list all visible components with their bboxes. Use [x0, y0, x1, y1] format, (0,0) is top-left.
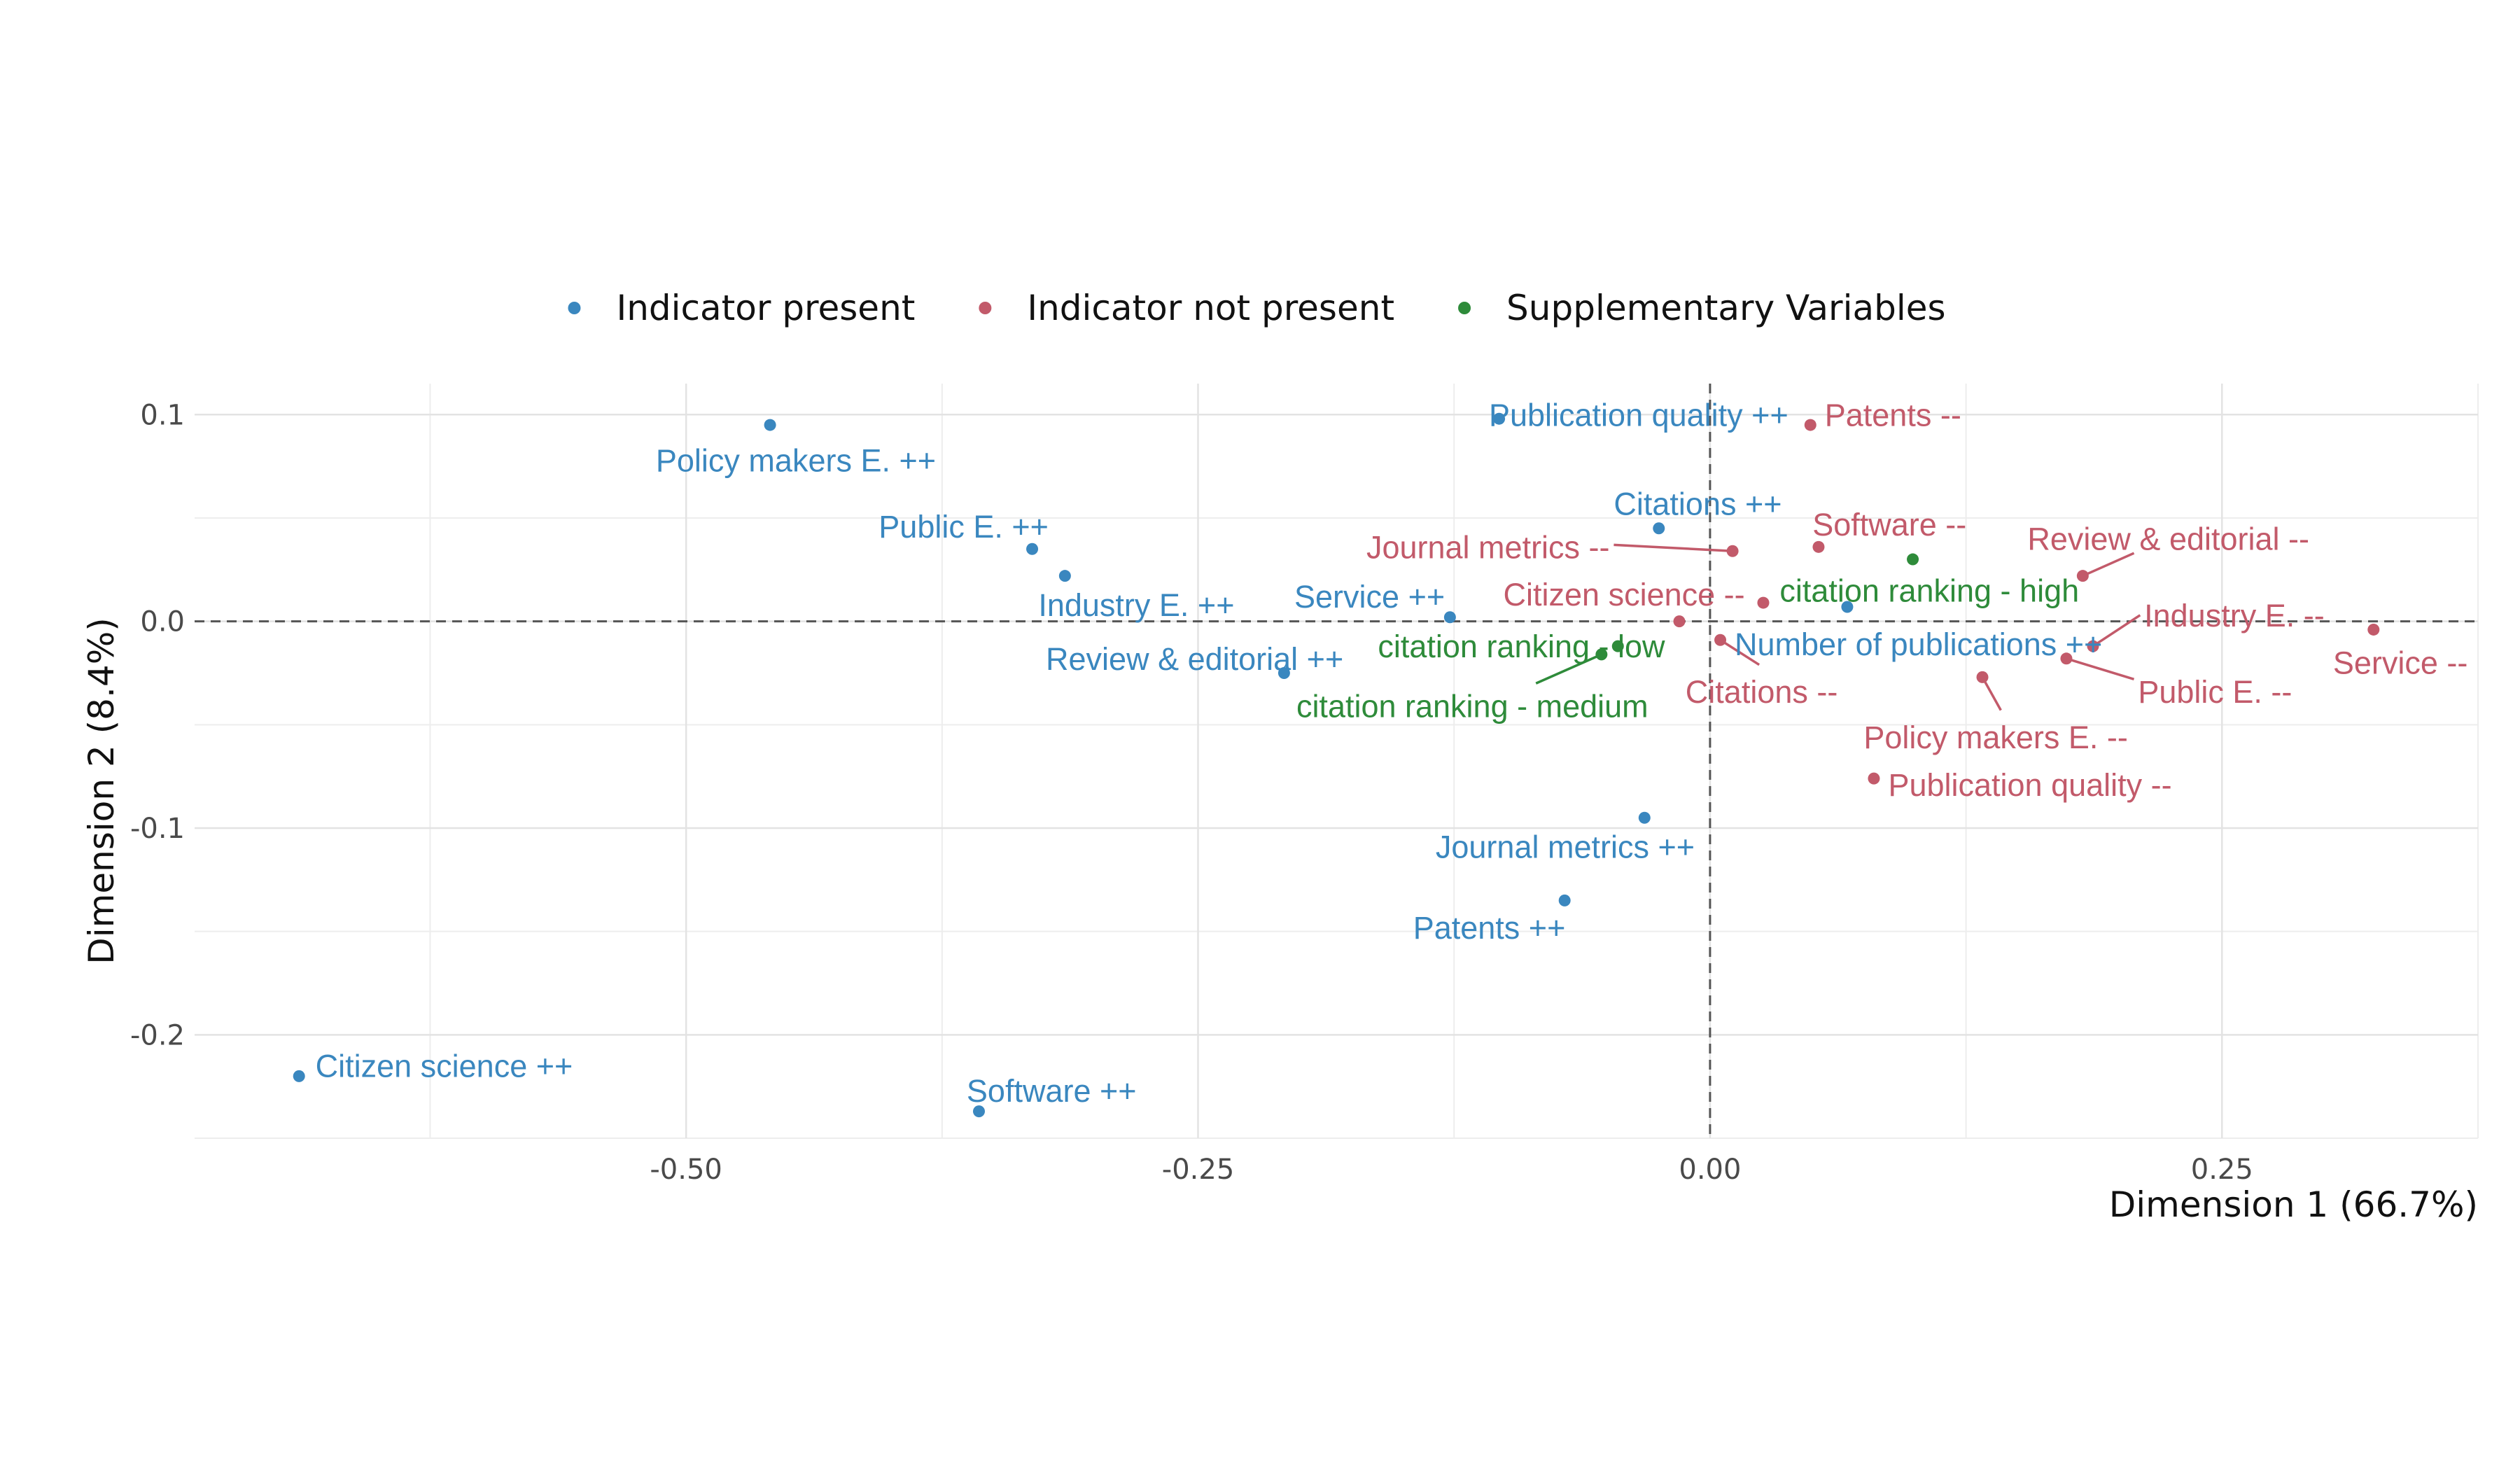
legend-label: Indicator not present — [1027, 288, 1394, 328]
label-citizen-science-minus: Citizen science -- — [1504, 577, 1745, 612]
point-journal-metrics-plus — [1638, 811, 1651, 824]
point-citation-ranking-low — [1611, 640, 1624, 652]
leader-public-e-minus — [2066, 657, 2135, 681]
grid — [195, 384, 2479, 1139]
point-publication-quality-minus — [1868, 772, 1880, 785]
point-service-minus — [2367, 623, 2380, 636]
y-axis-title: Dimension 2 (8.4%) — [81, 617, 122, 964]
leader-journal-metrics-minus — [1614, 543, 1733, 552]
point-public-e-plus — [1026, 542, 1039, 555]
label-citations-plus: Citations ++ — [1614, 486, 1782, 522]
label-industry-e-plus: Industry E. ++ — [1038, 587, 1234, 623]
label-patents-plus: Patents ++ — [1413, 910, 1566, 946]
label-review-and-editorial-plus: Review & editorial ++ — [1046, 641, 1343, 677]
point-number-of-publications-plus — [1841, 601, 1854, 613]
point-software-minus — [1812, 540, 1825, 553]
label-citations-minus: Citations -- — [1686, 674, 1838, 710]
label-patents-minus: Patents -- — [1825, 397, 1961, 433]
label-citation-ranking-high: citation ranking - high — [1779, 573, 2079, 608]
x-tick-label: 0.25 — [2191, 1154, 2253, 1186]
point-citizen-science-minus — [1757, 596, 1770, 609]
y-tick-label: 0.1 — [140, 399, 185, 431]
leader-citation-ranking-medium — [1535, 653, 1602, 685]
label-citation-ranking-medium: citation ranking - medium — [1296, 689, 1648, 724]
label-journal-metrics-minus: Journal metrics -- — [1366, 529, 1610, 565]
label-citizen-science-plus: Citizen science ++ — [316, 1049, 573, 1084]
y-tick-label: -0.2 — [130, 1019, 185, 1051]
data-points — [293, 412, 2380, 1118]
point-software-plus — [972, 1105, 985, 1118]
point-citations-plus — [1653, 522, 1665, 535]
point-review-and-editorial-plus — [1278, 666, 1290, 679]
leader-review-and-editorial-minus — [2082, 552, 2135, 578]
y-tick-label: -0.1 — [130, 813, 185, 845]
label-industry-e-minus: Industry E. -- — [2144, 598, 2325, 634]
y-tick-label: 0.0 — [140, 606, 185, 638]
legend-item-indicator-not-present: Indicator not present — [979, 288, 1394, 328]
point-industry-e-minus — [2087, 640, 2099, 652]
label-public-e-plus: Public E. ++ — [878, 509, 1049, 545]
leader-citations-minus — [1719, 638, 1760, 666]
point-citizen-science-minus — [1673, 615, 1686, 628]
label-journal-metrics-plus: Journal metrics ++ — [1436, 830, 1695, 865]
point-policy-makers-e-minus — [1976, 671, 1989, 683]
point-review-and-editorial-minus — [2076, 570, 2089, 582]
label-public-e-minus: Public E. -- — [2138, 674, 2292, 710]
point-service-plus — [1443, 611, 1456, 624]
legend-label: Indicator present — [616, 288, 915, 328]
label-policy-makers-e-plus: Policy makers E. ++ — [656, 442, 936, 478]
point-citations-minus — [1714, 634, 1727, 646]
point-citation-ranking-medium — [1595, 648, 1608, 661]
x-tick-label: -0.50 — [650, 1154, 722, 1186]
label-leader-lines — [1535, 543, 2141, 711]
label-publication-quality-minus: Publication quality -- — [1888, 767, 2171, 803]
legend-item-indicator-present: Indicator present — [568, 288, 915, 328]
point-patents-plus — [1558, 894, 1571, 906]
point-policy-makers-e-plus — [764, 419, 776, 431]
label-service-minus: Service -- — [2333, 645, 2468, 681]
x-tick-label: 0.00 — [1679, 1154, 1741, 1186]
label-publication-quality-plus: Publication quality ++ — [1489, 397, 1788, 433]
label-citation-ranking-low: citation ranking - low — [1378, 629, 1665, 664]
label-software-plus: Software ++ — [967, 1073, 1137, 1109]
label-service-plus: Service ++ — [1294, 579, 1445, 615]
point-labels: Policy makers E. ++ Publication quality +… — [316, 397, 2468, 1109]
legend-swatch — [568, 302, 581, 314]
x-tick-label: -0.25 — [1162, 1154, 1235, 1186]
x-axis-title: Dimension 1 (66.7%) — [2109, 1184, 2478, 1225]
point-patents-minus — [1804, 419, 1816, 431]
label-software-minus: Software -- — [1812, 507, 1966, 542]
leader-policy-makers-e-minus — [1981, 676, 2002, 711]
legend: Indicator present Indicator not present Su… — [568, 288, 1946, 328]
point-public-e-minus — [2060, 652, 2073, 665]
axis-ticks: -0.50 -0.25 0.00 0.25 -0.2 -0.1 0.0 0.1 — [130, 399, 2253, 1186]
label-policy-makers-e-minus: Policy makers E. -- — [1863, 720, 2128, 755]
point-journal-metrics-minus — [1726, 545, 1739, 557]
point-citizen-science-plus — [293, 1070, 305, 1082]
point-publication-quality-plus — [1493, 412, 1506, 425]
point-citation-ranking-high — [1907, 553, 1919, 566]
legend-item-supplementary-variables: Supplementary Variables — [1458, 288, 1946, 328]
legend-label: Supplementary Variables — [1506, 288, 1946, 328]
legend-swatch — [979, 302, 992, 314]
point-industry-e-plus — [1058, 570, 1071, 582]
label-review-and-editorial-minus: Review & editorial -- — [2027, 522, 2309, 557]
label-number-of-publications-plus: Number of publications ++ — [1735, 626, 2102, 662]
legend-swatch — [1458, 302, 1471, 314]
leader-industry-e-minus — [2092, 614, 2141, 648]
reference-lines — [195, 384, 2478, 1138]
